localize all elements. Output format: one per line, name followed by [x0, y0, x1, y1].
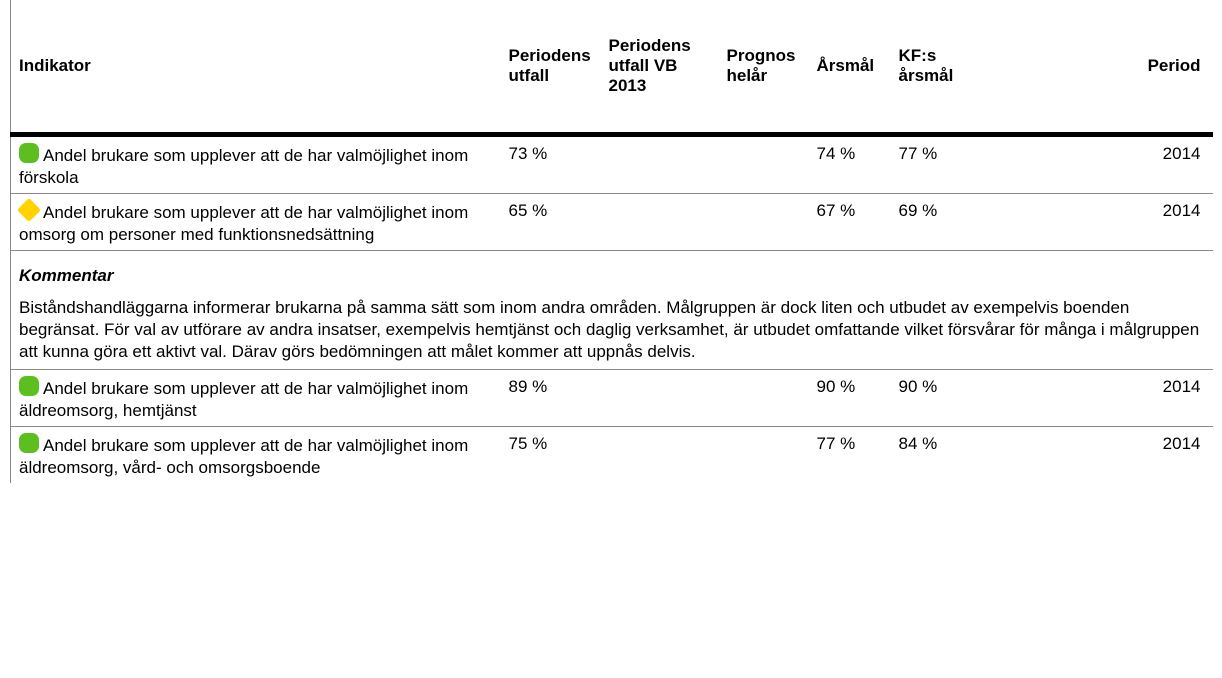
cell-value: 89 % — [508, 377, 548, 396]
indicator-row: Andel brukare som upplever att de har va… — [10, 134, 1213, 194]
status-icon — [19, 433, 39, 453]
indicator-name: Andel brukare som upplever att de har va… — [19, 203, 469, 244]
indicator-cell: Andel brukare som upplever att de har va… — [10, 134, 501, 194]
header-row: Indikator Periodens utfall Periodens utfal… — [10, 0, 1213, 137]
value-cell — [600, 426, 719, 483]
value-cell: 74 % — [808, 134, 891, 194]
value-cell: 89 % — [500, 369, 601, 427]
indicator-cell: Andel brukare som upplever att de har va… — [10, 369, 501, 427]
indicator-name: Andel brukare som upplever att de har va… — [19, 436, 469, 477]
value-cell: 90 % — [890, 369, 986, 427]
value-cell — [718, 426, 809, 483]
cell-value: 69 % — [898, 201, 938, 220]
value-cell: 84 % — [890, 426, 986, 483]
value-cell: 75 % — [500, 426, 601, 483]
value-cell: 65 % — [500, 193, 601, 251]
cell-value: 67 % — [816, 201, 856, 220]
indicator-table: Indikator Periodens utfall Periodens utfal… — [10, 0, 1213, 483]
value-cell: 69 % — [890, 193, 986, 251]
value-cell: 77 % — [890, 134, 986, 194]
cell-value: 84 % — [898, 434, 938, 453]
status-icon — [19, 376, 39, 396]
cell-value: 75 % — [508, 434, 548, 453]
cell-value: 77 % — [816, 434, 856, 453]
comment-cell: Kommentar Biståndshandläggarna informerar… — [10, 250, 1213, 370]
indicator-name: Andel brukare som upplever att de har va… — [19, 379, 469, 420]
value-cell — [718, 369, 809, 427]
value-cell: 90 % — [808, 369, 891, 427]
comment-text: Biståndshandläggarna informerar brukarna… — [19, 298, 1200, 361]
indicator-cell: Andel brukare som upplever att de har va… — [10, 193, 501, 251]
indicator-cell: Andel brukare som upplever att de har va… — [10, 426, 501, 483]
status-icon — [19, 143, 39, 163]
status-icon — [16, 197, 42, 223]
value-cell — [600, 369, 719, 427]
value-cell — [718, 193, 809, 251]
value-cell — [718, 134, 809, 194]
value-cell: 2014 — [985, 369, 1213, 427]
cell-value: 90 % — [898, 377, 938, 396]
cell-value: 90 % — [816, 377, 856, 396]
column-header: KF:s årsmål — [890, 0, 986, 137]
indicator-row: Andel brukare som upplever att de har va… — [10, 426, 1213, 483]
column-header: Indikator — [10, 0, 501, 137]
indicator-row: Andel brukare som upplever att de har va… — [10, 193, 1213, 251]
value-cell — [600, 193, 719, 251]
cell-value: 2014 — [1162, 201, 1201, 220]
value-cell — [600, 134, 719, 194]
cell-value: 65 % — [508, 201, 548, 220]
column-header: Prognos helår — [718, 0, 809, 137]
cell-value: 2014 — [1162, 377, 1201, 396]
value-cell: 67 % — [808, 193, 891, 251]
cell-value: 2014 — [1162, 144, 1201, 163]
cell-value: 2014 — [1162, 434, 1201, 453]
column-header: Årsmål — [808, 0, 891, 137]
comment-row: Kommentar Biståndshandläggarna informerar… — [10, 250, 1213, 370]
comment-title: Kommentar — [19, 266, 114, 285]
cell-value: 77 % — [898, 144, 938, 163]
value-cell: 2014 — [985, 426, 1213, 483]
value-cell: 73 % — [500, 134, 601, 194]
column-header: Period — [985, 0, 1213, 137]
value-cell: 2014 — [985, 193, 1213, 251]
column-header: Periodens utfall — [500, 0, 601, 137]
indicator-name: Andel brukare som upplever att de har va… — [19, 146, 469, 187]
value-cell: 2014 — [985, 134, 1213, 194]
column-header: Periodens utfall VB 2013 — [600, 0, 719, 137]
table-body: Andel brukare som upplever att de har va… — [10, 134, 1213, 483]
value-cell: 77 % — [808, 426, 891, 483]
cell-value: 73 % — [508, 144, 548, 163]
cell-value: 74 % — [816, 144, 856, 163]
indicator-row: Andel brukare som upplever att de har va… — [10, 369, 1213, 427]
